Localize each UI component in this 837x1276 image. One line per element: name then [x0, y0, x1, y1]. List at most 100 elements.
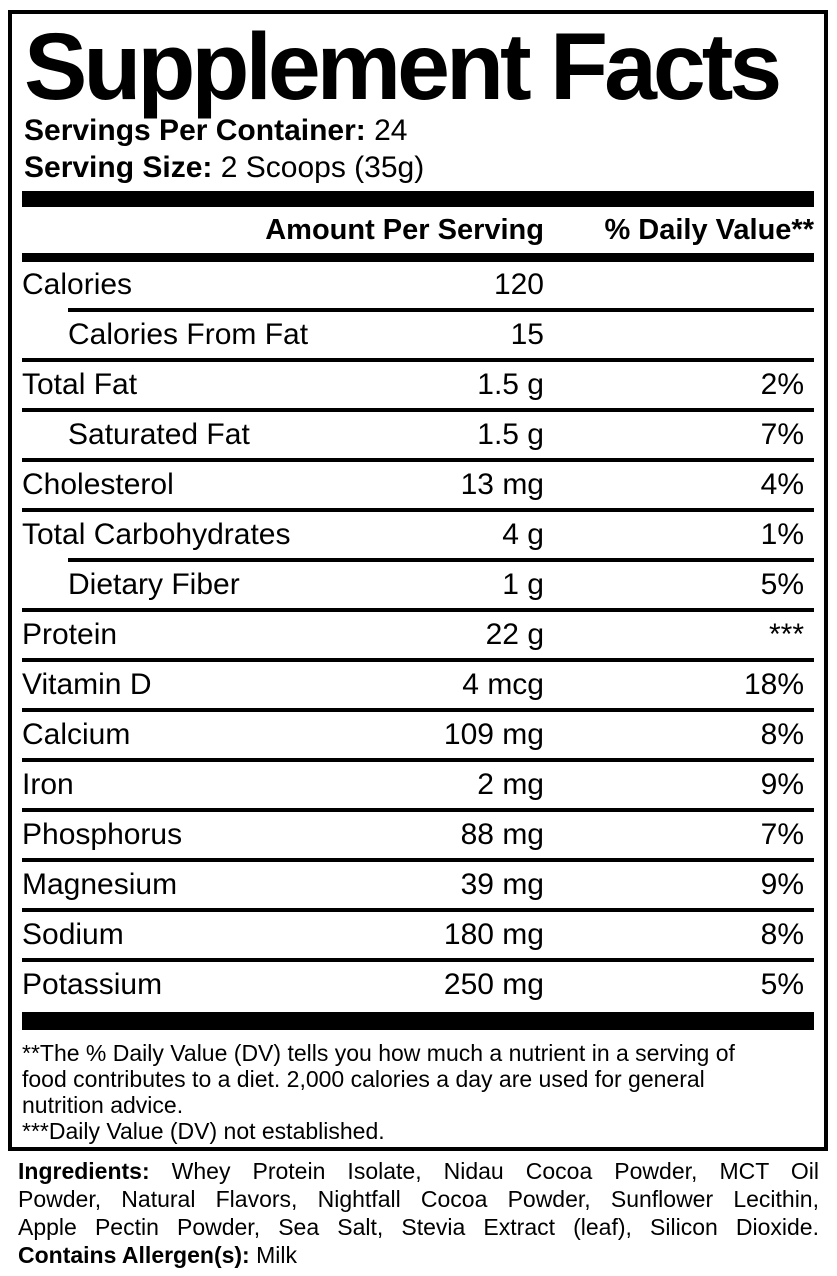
separator-bar-bottom — [22, 1012, 814, 1030]
allergen-value: Milk — [249, 1242, 297, 1268]
footnote-line: food contributes to a diet. 2,000 calori… — [22, 1066, 705, 1092]
table-header: Amount Per Serving % Daily Value** — [22, 207, 814, 253]
row-divider — [22, 958, 814, 962]
nutrient-rows: Calories 120 Calories From Fat 15 Total … — [22, 262, 814, 1008]
nutrient-amount: 2 mg — [477, 768, 544, 801]
nutrient-name: Potassium — [22, 968, 163, 1001]
nutrient-dv: 8% — [760, 718, 804, 751]
nutrient-dv: 5% — [760, 968, 804, 1001]
nutrient-name: Calories — [22, 268, 133, 301]
row-divider — [22, 408, 814, 412]
nutrient-amount: 1 g — [502, 568, 544, 601]
table-row: Potassium 250 mg 5% — [22, 962, 814, 1008]
supplement-facts-panel: Supplement Facts Servings Per Container:… — [8, 10, 828, 1151]
ingredients-section: Ingredients: Whey Protein Isolate, Nidau… — [18, 1157, 819, 1269]
ingredients-line: Ingredients: Whey Protein Isolate, Nidau… — [18, 1157, 819, 1185]
row-divider — [22, 508, 814, 512]
footnote: **The % Daily Value (DV) tells you how m… — [22, 1030, 814, 1144]
daily-value-header: % Daily Value** — [604, 213, 814, 246]
nutrient-amount: 4 mcg — [462, 668, 544, 701]
table-row: Dietary Fiber 1 g 5% — [22, 562, 814, 608]
nutrient-amount: 1.5 g — [477, 418, 544, 451]
row-divider — [22, 708, 814, 712]
ingredients-text: Whey Protein Isolate, Nidau Cocoa Powder… — [149, 1158, 819, 1184]
table-row: Phosphorus 88 mg 7% — [22, 812, 814, 858]
footnote-line: **The % Daily Value (DV) tells you how m… — [22, 1040, 735, 1066]
table-row: Iron 2 mg 9% — [22, 762, 814, 808]
servings-per-container-value: 24 — [365, 114, 408, 147]
nutrient-amount: 180 mg — [443, 918, 544, 951]
serving-size-label: Serving Size: — [24, 151, 213, 184]
row-divider — [22, 358, 814, 362]
nutrient-dv: 4% — [760, 468, 804, 501]
table-row: Total Fat 1.5 g 2% — [22, 362, 814, 408]
nutrient-name: Vitamin D — [22, 668, 152, 701]
nutrient-name: Calories From Fat — [68, 318, 309, 351]
row-divider — [22, 758, 814, 762]
footnote-line: ***Daily Value (DV) not established. — [22, 1118, 385, 1144]
ingredients-line: Powder, Natural Flavors, Nightfall Cocoa… — [18, 1186, 819, 1212]
nutrient-amount: 13 mg — [460, 468, 544, 501]
footnote-line: nutrition advice. — [22, 1092, 184, 1118]
row-divider — [22, 658, 814, 662]
separator-bar-top — [22, 191, 814, 207]
nutrient-dv: 1% — [760, 518, 804, 551]
nutrient-name: Cholesterol — [22, 468, 174, 501]
servings-per-container-label: Servings Per Container: — [24, 114, 366, 147]
table-row: Cholesterol 13 mg 4% — [22, 462, 814, 508]
table-row: Total Carbohydrates 4 g 1% — [22, 512, 814, 558]
nutrient-name: Protein — [22, 618, 118, 651]
row-divider — [22, 458, 814, 462]
nutrient-name: Magnesium — [22, 868, 178, 901]
table-row: Vitamin D 4 mcg 18% — [22, 662, 814, 708]
nutrient-dv: 7% — [760, 818, 804, 851]
nutrient-dv: 8% — [760, 918, 804, 951]
ingredients-label: Ingredients: — [18, 1158, 150, 1184]
table-row: Calcium 109 mg 8% — [22, 712, 814, 758]
table-row: Saturated Fat 1.5 g 7% — [22, 412, 814, 458]
nutrient-amount: 250 mg — [443, 968, 544, 1001]
nutrient-name: Total Fat — [22, 368, 138, 401]
nutrient-amount: 120 — [493, 268, 544, 301]
ingredients-line: Apple Pectin Powder, Sea Salt, Stevia Ex… — [18, 1214, 819, 1240]
table-row: Calories From Fat 15 — [22, 312, 814, 358]
nutrient-amount: 1.5 g — [477, 368, 544, 401]
nutrient-amount: 15 — [510, 318, 544, 351]
panel-title: Supplement Facts — [24, 14, 782, 120]
nutrient-dv: 2% — [760, 368, 804, 401]
allergen-line: Contains Allergen(s): Milk — [18, 1241, 819, 1269]
amount-per-serving-header: Amount Per Serving — [265, 213, 544, 246]
servings-per-container: Servings Per Container: 24 — [24, 112, 814, 149]
allergen-label: Contains Allergen(s): — [18, 1242, 250, 1268]
nutrient-amount: 109 mg — [443, 718, 544, 751]
nutrient-amount: 88 mg — [460, 818, 544, 851]
nutrient-dv: 5% — [760, 568, 804, 601]
nutrient-dv: 7% — [760, 418, 804, 451]
table-row: Magnesium 39 mg 9% — [22, 862, 814, 908]
serving-size: Serving Size: 2 Scoops (35g) — [24, 149, 814, 186]
nutrient-dv: 9% — [760, 868, 804, 901]
nutrient-amount: 22 g — [485, 618, 544, 651]
row-divider — [22, 808, 814, 812]
table-row: Protein 22 g *** — [22, 612, 814, 658]
row-divider — [22, 608, 814, 612]
nutrient-dv: 9% — [760, 768, 804, 801]
nutrient-name: Calcium — [22, 718, 131, 751]
row-divider — [68, 558, 814, 562]
header-divider — [22, 253, 814, 262]
nutrient-dv: *** — [768, 618, 804, 651]
nutrient-amount: 4 g — [502, 518, 544, 551]
nutrient-dv: 18% — [743, 668, 804, 701]
nutrient-amount: 39 mg — [460, 868, 544, 901]
nutrient-name: Total Carbohydrates — [22, 518, 291, 551]
row-divider — [22, 908, 814, 912]
table-row: Calories 120 — [22, 262, 814, 308]
serving-size-value: 2 Scoops (35g) — [212, 151, 425, 184]
table-row: Sodium 180 mg 8% — [22, 912, 814, 958]
row-divider — [68, 308, 814, 312]
nutrient-name: Sodium — [22, 918, 124, 951]
nutrient-name: Saturated Fat — [68, 418, 250, 451]
row-divider — [22, 858, 814, 862]
nutrient-name: Iron — [22, 768, 74, 801]
nutrient-name: Phosphorus — [22, 818, 183, 851]
